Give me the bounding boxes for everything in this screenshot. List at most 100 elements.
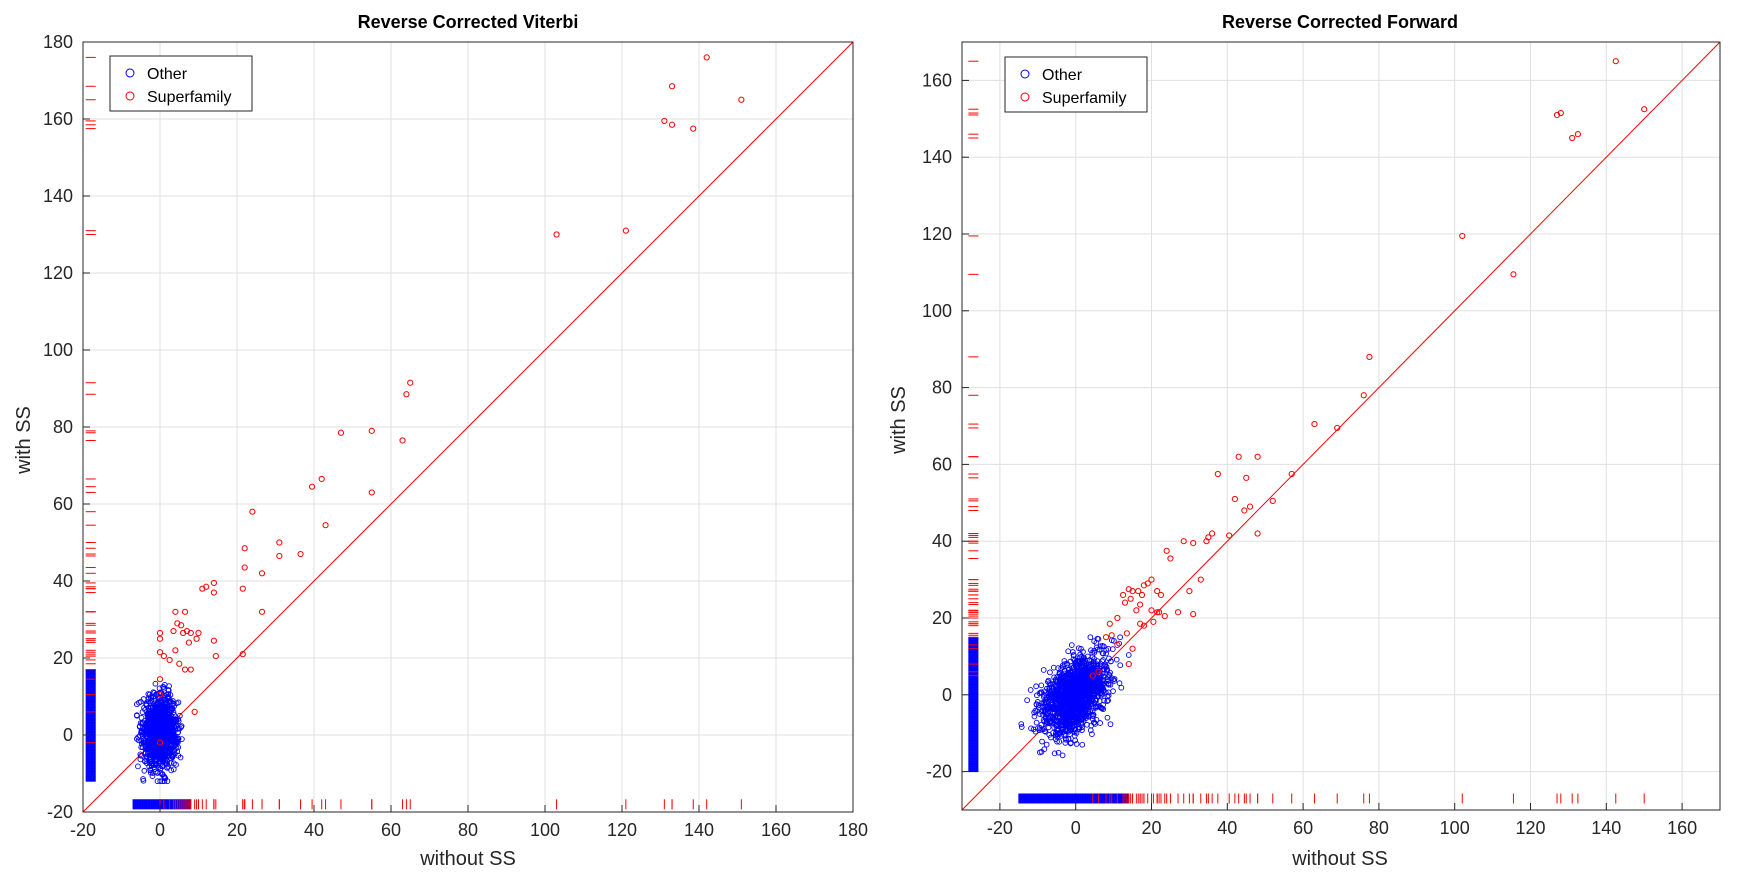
point-other (1088, 700, 1095, 707)
point-other (1088, 658, 1095, 664)
x-tick-label: 160 (1667, 818, 1697, 838)
point-other (1061, 687, 1068, 694)
point-other (1075, 691, 1081, 698)
point-superfamily (160, 652, 167, 660)
point-other (153, 691, 160, 698)
point-other (1072, 726, 1079, 733)
legend-label-other: Other (1042, 67, 1083, 84)
point-other (1088, 670, 1094, 677)
point-other (1036, 690, 1043, 697)
point-superfamily (308, 483, 316, 490)
point-other (1058, 709, 1065, 715)
point-other (152, 694, 159, 701)
point-other (1053, 718, 1060, 725)
point-superfamily (241, 545, 248, 552)
point-other (1061, 679, 1068, 686)
point-other (1105, 689, 1112, 696)
x-tick-label: 0 (155, 820, 165, 840)
point-other (1091, 647, 1097, 654)
point-other (1091, 638, 1098, 645)
point-other (1084, 684, 1090, 691)
point-other (1034, 699, 1041, 705)
point-other (1055, 684, 1061, 691)
point-other (1079, 741, 1086, 748)
point-superfamily (1123, 630, 1130, 637)
point-other (1059, 721, 1066, 728)
point-other (1105, 697, 1111, 704)
point-other (141, 767, 148, 774)
point-other (158, 701, 165, 708)
point-superfamily (195, 629, 202, 637)
point-superfamily (210, 589, 217, 596)
chart-title: Reverse Corrected Viterbi (358, 12, 579, 32)
point-other (1103, 650, 1109, 657)
point-superfamily (1129, 645, 1136, 652)
point-other (1032, 707, 1039, 714)
point-other (175, 739, 181, 746)
point-other (1035, 725, 1041, 732)
point-other (1050, 664, 1057, 671)
point-superfamily (276, 539, 283, 546)
point-other (138, 752, 144, 759)
point-other (171, 747, 178, 754)
point-superfamily (738, 96, 745, 103)
point-superfamily (1089, 672, 1096, 679)
point-other (1051, 705, 1058, 712)
point-superfamily (156, 691, 164, 698)
point-other (1116, 640, 1123, 647)
series-superfamily (1089, 58, 1648, 679)
point-other (1045, 677, 1052, 684)
point-superfamily (1209, 530, 1216, 537)
point-other (1098, 692, 1104, 699)
point-other (1043, 718, 1050, 725)
point-superfamily (172, 647, 179, 654)
point-other (147, 724, 154, 731)
point-other (1072, 699, 1079, 706)
point-other (1056, 738, 1063, 745)
x-tick-label: 120 (1515, 818, 1545, 838)
point-superfamily (241, 564, 248, 571)
point-superfamily (1121, 599, 1129, 606)
point-other (146, 756, 153, 762)
point-superfamily (1235, 453, 1242, 460)
point-other (1087, 634, 1094, 641)
point-other (1067, 740, 1074, 747)
point-other (1064, 679, 1070, 686)
y-tick-label: -20 (926, 762, 952, 782)
point-superfamily (1174, 609, 1182, 616)
point-superfamily (1226, 532, 1233, 539)
point-other (1094, 646, 1101, 653)
point-superfamily (176, 660, 183, 667)
point-superfamily (249, 508, 256, 515)
point-superfamily (1154, 609, 1161, 616)
point-superfamily (403, 391, 410, 398)
point-other (166, 705, 173, 712)
point-other (1060, 719, 1066, 726)
point-superfamily (1114, 614, 1121, 622)
point-other (140, 777, 147, 784)
y-tick-label: 80 (53, 417, 73, 437)
point-other (1033, 719, 1040, 726)
point-other (158, 732, 165, 739)
point-superfamily (210, 579, 217, 587)
point-other (1038, 748, 1045, 755)
point-superfamily (622, 227, 629, 234)
point-superfamily (1254, 453, 1261, 460)
point-other (1094, 661, 1101, 668)
point-superfamily (1095, 668, 1102, 675)
point-other (1070, 652, 1077, 658)
point-other (152, 754, 158, 761)
chart-title: Reverse Corrected Forward (1222, 12, 1458, 32)
point-superfamily (156, 629, 164, 637)
point-other (1038, 721, 1045, 728)
point-superfamily (1243, 474, 1250, 481)
point-other (168, 743, 175, 749)
point-superfamily (212, 652, 219, 660)
point-other (1090, 713, 1096, 720)
point-other (138, 728, 145, 735)
point-other (147, 699, 154, 706)
point-other (1086, 672, 1093, 679)
y-tick-label: 120 (922, 224, 952, 244)
legend: Other Superfamily (1004, 56, 1148, 113)
